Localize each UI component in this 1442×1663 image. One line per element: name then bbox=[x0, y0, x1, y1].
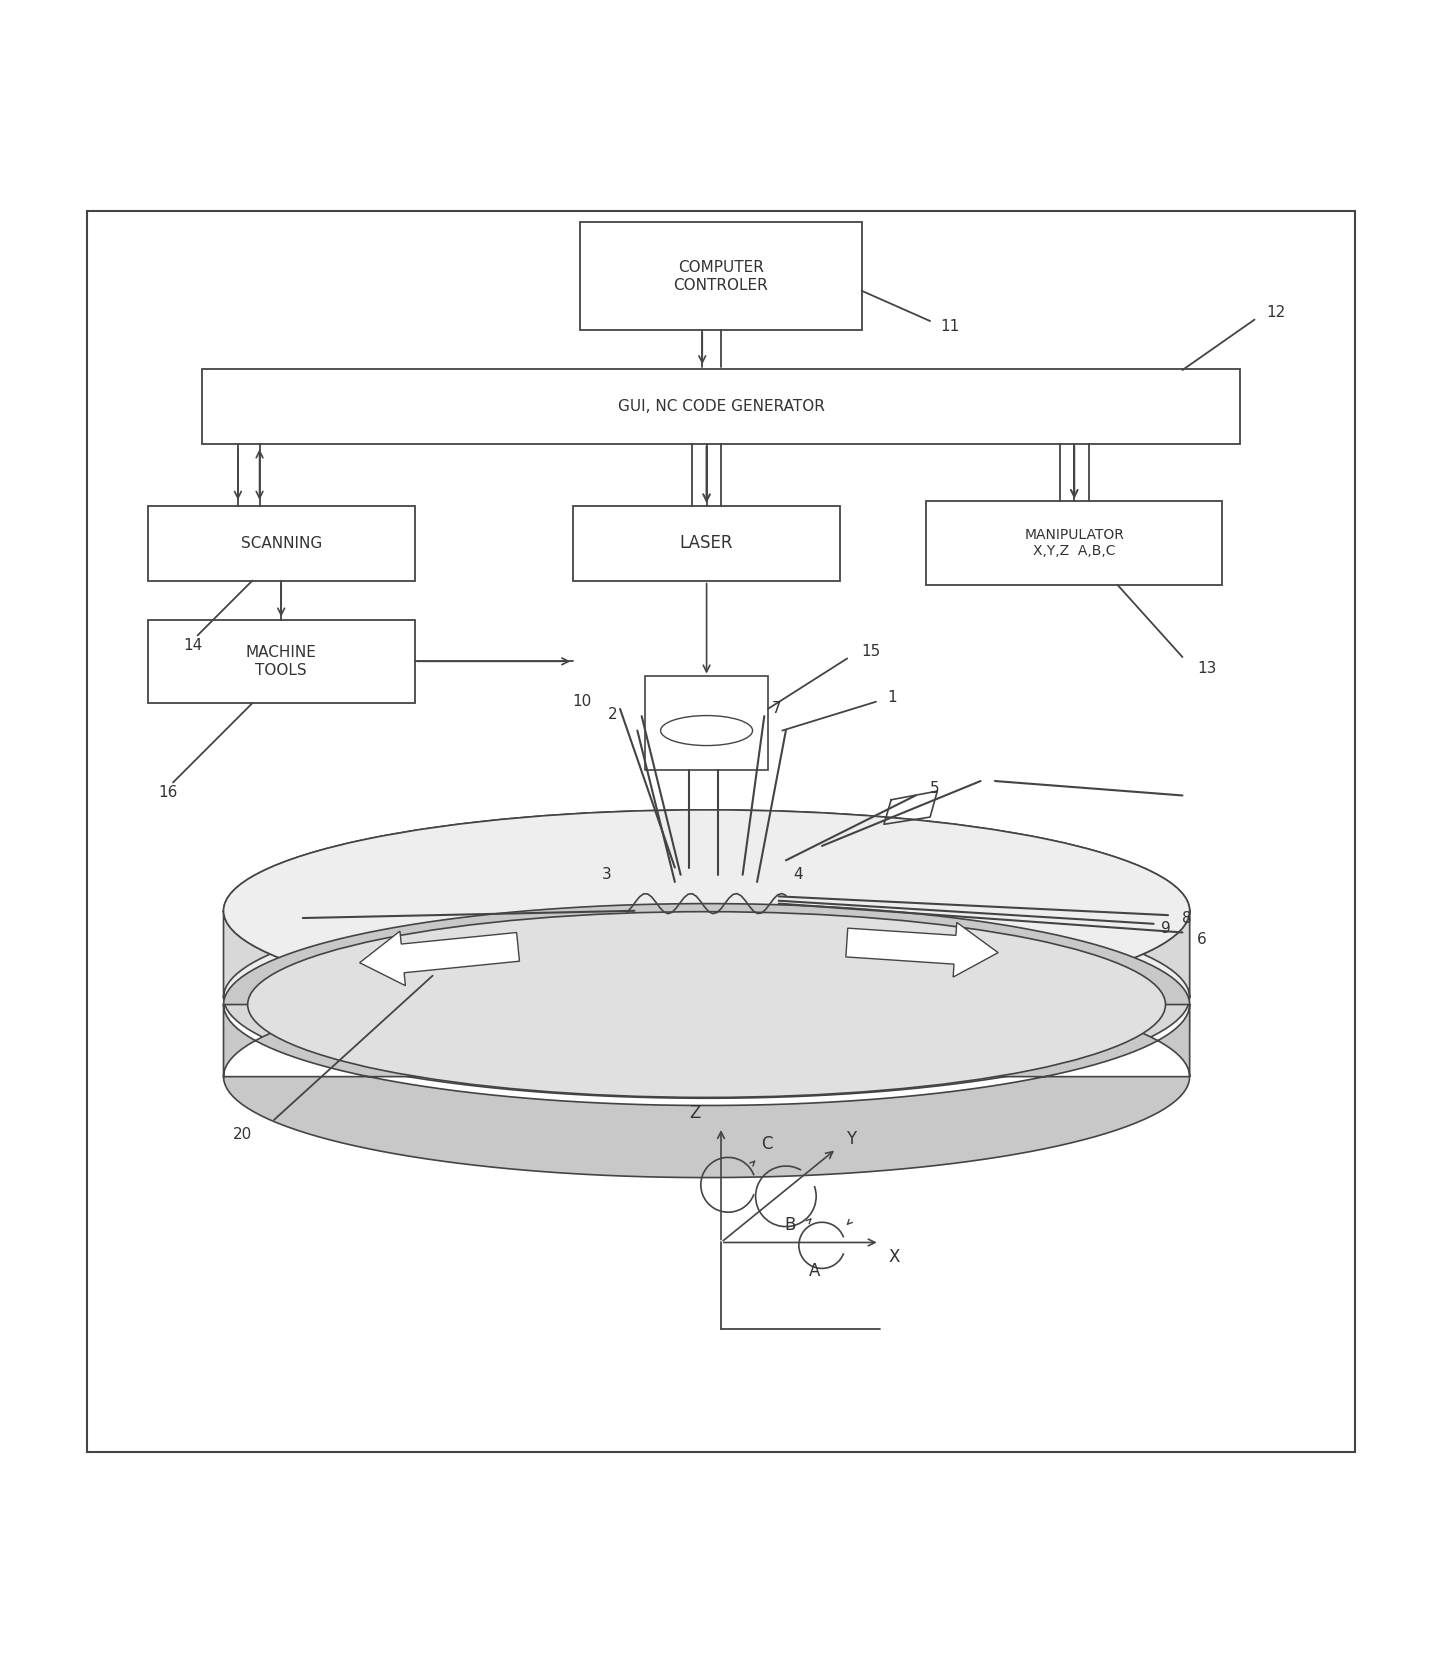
Bar bbox=[202, 369, 1240, 444]
Text: 8: 8 bbox=[1182, 911, 1193, 926]
Text: MANIPULATOR
X,Y,Z  A,B,C: MANIPULATOR X,Y,Z A,B,C bbox=[1024, 527, 1125, 559]
Ellipse shape bbox=[248, 911, 1165, 1098]
Text: A: A bbox=[809, 1262, 820, 1281]
Text: MACHINE
TOOLS: MACHINE TOOLS bbox=[245, 645, 317, 677]
FancyArrow shape bbox=[846, 923, 998, 978]
FancyArrow shape bbox=[359, 931, 519, 986]
Text: 10: 10 bbox=[572, 693, 591, 708]
Text: Z: Z bbox=[689, 1104, 701, 1121]
Text: 6: 6 bbox=[1197, 933, 1207, 948]
Text: 13: 13 bbox=[1197, 662, 1216, 677]
Polygon shape bbox=[224, 810, 1190, 1098]
Bar bbox=[580, 223, 861, 331]
Text: 2: 2 bbox=[607, 707, 617, 722]
Text: 4: 4 bbox=[793, 868, 803, 883]
Text: 3: 3 bbox=[601, 868, 611, 883]
Bar bbox=[87, 211, 1355, 1452]
Text: 5: 5 bbox=[930, 780, 940, 795]
Text: 12: 12 bbox=[1266, 304, 1285, 319]
Bar bbox=[149, 620, 415, 703]
Ellipse shape bbox=[224, 810, 1190, 1011]
Text: 7: 7 bbox=[771, 702, 782, 717]
Text: 1: 1 bbox=[887, 690, 897, 705]
Text: 15: 15 bbox=[861, 644, 881, 659]
Text: COMPUTER
CONTROLER: COMPUTER CONTROLER bbox=[673, 259, 769, 293]
Text: 9: 9 bbox=[1161, 921, 1171, 936]
Text: 11: 11 bbox=[940, 319, 959, 334]
Bar bbox=[646, 677, 767, 770]
Text: 20: 20 bbox=[234, 1128, 252, 1142]
Text: SCANNING: SCANNING bbox=[241, 535, 322, 550]
Text: X: X bbox=[888, 1247, 900, 1266]
Text: GUI, NC CODE GENERATOR: GUI, NC CODE GENERATOR bbox=[617, 399, 825, 414]
Text: C: C bbox=[761, 1136, 773, 1154]
Ellipse shape bbox=[660, 715, 753, 745]
Polygon shape bbox=[224, 903, 1190, 1177]
Text: LASER: LASER bbox=[679, 534, 734, 552]
Text: Y: Y bbox=[845, 1129, 857, 1147]
Text: 16: 16 bbox=[159, 785, 177, 800]
Text: 14: 14 bbox=[183, 639, 202, 654]
Bar bbox=[572, 506, 839, 580]
Text: B: B bbox=[784, 1216, 796, 1234]
Bar bbox=[149, 506, 415, 580]
Bar bbox=[926, 501, 1221, 585]
